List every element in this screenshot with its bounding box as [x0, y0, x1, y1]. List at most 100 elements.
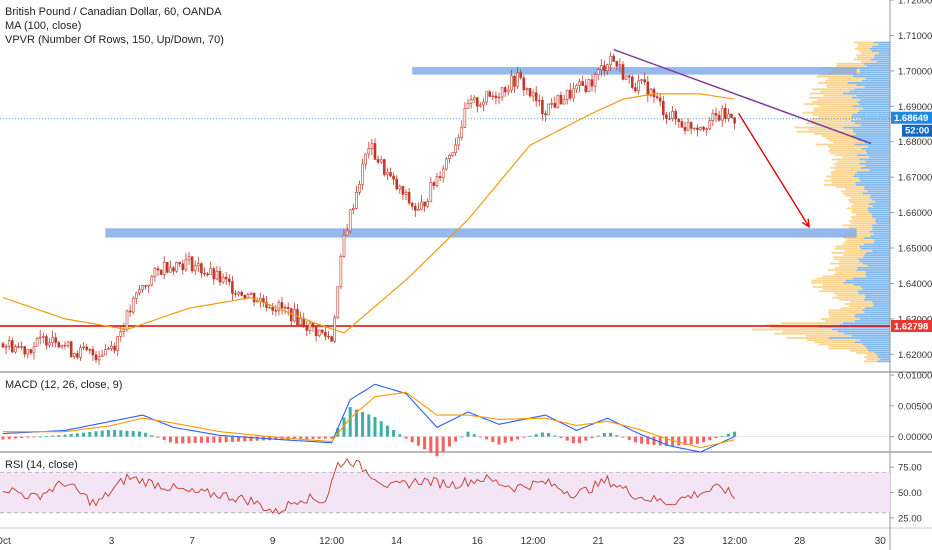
candle-body	[590, 79, 594, 87]
macd-histogram-bar	[640, 436, 644, 444]
macd-histogram-bar	[460, 436, 464, 438]
vpvr-bar-up	[840, 307, 865, 310]
macd-histogram-bar	[522, 436, 526, 438]
vpvr-bar-up	[811, 279, 846, 282]
vpvr-bar-down	[839, 324, 890, 327]
candle-body	[128, 310, 132, 313]
vpvr-bar-down	[859, 317, 890, 320]
vpvr-bar-down	[857, 154, 890, 157]
vpvr-bar-down	[868, 203, 890, 205]
candle-body	[63, 344, 67, 347]
vpvr-bar-down	[852, 277, 890, 280]
candle-body	[274, 310, 278, 312]
macd-histogram-bar	[212, 436, 216, 443]
vpvr-bar-down	[872, 249, 890, 252]
ma-legend: MA (100, close)	[5, 20, 82, 32]
candle-body	[562, 99, 566, 105]
vpvr-bar-down	[854, 173, 890, 176]
candle-body	[407, 192, 411, 204]
candle-body	[485, 91, 488, 103]
time-tick-label: 7	[189, 536, 195, 547]
vpvr-bar-down	[864, 141, 890, 144]
macd-legend: MACD (12, 26, close, 9)	[5, 379, 123, 391]
vpvr-bar-up	[834, 247, 861, 250]
macd-histogram-bar	[125, 430, 129, 437]
candle-body	[320, 329, 324, 333]
candle-body	[348, 209, 352, 232]
vpvr-bar-down	[859, 245, 890, 248]
candle-body	[197, 263, 200, 266]
candle-body	[156, 268, 160, 271]
candle-body	[159, 269, 163, 275]
macd-histogram-bar	[13, 436, 17, 439]
candle-body	[547, 103, 550, 116]
macd-histogram-bar	[1, 436, 5, 440]
candle-body	[243, 295, 247, 299]
projection-arrow	[738, 113, 810, 228]
vpvr-bar-up	[822, 275, 866, 278]
candle-body	[482, 101, 485, 106]
vpvr-bar-down	[866, 64, 890, 67]
macd-histogram-bar	[379, 421, 383, 437]
vpvr-bar-down	[862, 107, 890, 110]
vpvr-bar-up	[858, 50, 872, 52]
vpvr-bar-down	[853, 283, 890, 286]
vpvr-bar-up	[849, 349, 869, 352]
candle-body	[606, 64, 609, 72]
macd-histogram-bar	[7, 436, 11, 440]
macd-histogram-bar	[720, 435, 724, 437]
vpvr-bar-up	[831, 173, 855, 176]
vpvr-bar-down	[864, 311, 890, 314]
candle-body	[578, 81, 581, 86]
vpvr-bar-down	[854, 88, 890, 91]
macd-histogram-bar	[106, 430, 110, 437]
vpvr-bar-up	[830, 262, 863, 265]
vpvr-bar-up	[831, 181, 856, 184]
vpvr-bar-up	[824, 184, 856, 186]
candle-body	[268, 307, 271, 309]
candle-body	[637, 80, 640, 92]
vpvr-bar-down	[819, 326, 890, 329]
macd-histogram-bar	[454, 436, 458, 442]
macd-histogram-bar	[336, 428, 340, 437]
macd-histogram-bar	[292, 436, 296, 440]
candle-body	[116, 336, 119, 351]
vpvr-bar-up	[843, 254, 865, 256]
time-tick-label: 12:00	[722, 536, 747, 547]
vpvr-bar-up	[827, 145, 868, 148]
vpvr-bar-down	[871, 213, 890, 216]
vpvr-bar-down	[855, 122, 890, 125]
vpvr-bar-up	[854, 58, 871, 61]
candle-body	[252, 292, 256, 303]
time-tick-label: 9	[270, 536, 276, 547]
candle-body	[178, 262, 181, 265]
candle-body	[255, 300, 259, 303]
macd-histogram-bar	[51, 435, 55, 437]
candle-body	[432, 182, 436, 186]
vpvr-bar-down	[867, 190, 890, 193]
candle-body	[35, 338, 39, 347]
time-tick-label: 16	[472, 536, 484, 547]
vpvr-bar-down	[865, 252, 890, 254]
vpvr-bar-down	[872, 198, 890, 201]
macd-histogram-bar	[472, 434, 476, 437]
vpvr-bar-up	[834, 169, 870, 171]
candle-body	[203, 272, 206, 275]
candle-body	[280, 302, 284, 309]
candle-body	[652, 88, 656, 97]
vpvr-bar-down	[855, 313, 890, 316]
macd-histogram-bar	[44, 436, 48, 437]
vpvr-bar-up	[830, 171, 857, 174]
vpvr-bar-up	[845, 188, 865, 191]
vpvr-bar-down	[868, 349, 890, 352]
candle-body	[565, 89, 569, 100]
macd-histogram-bar	[485, 436, 489, 440]
vpvr-bar-up	[820, 317, 860, 320]
vpvr-bar-down	[847, 82, 890, 84]
candle-body	[76, 353, 79, 358]
macd-histogram-bar	[206, 436, 210, 443]
time-tick-label: Oct	[0, 536, 11, 547]
time-tick-label: 21	[593, 536, 605, 547]
candle-body	[621, 64, 625, 80]
